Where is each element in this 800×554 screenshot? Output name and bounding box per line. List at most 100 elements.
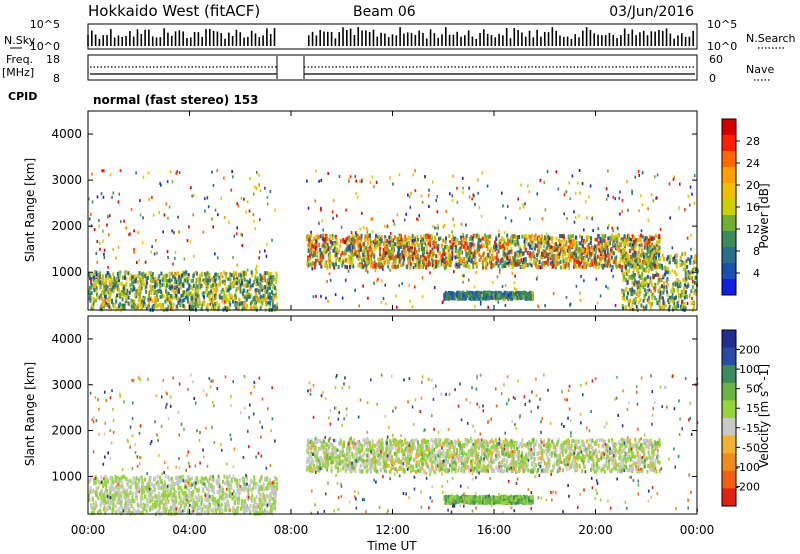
data-cell	[649, 265, 652, 270]
data-cell	[622, 289, 625, 294]
data-cell	[626, 180, 628, 184]
data-cell	[479, 238, 482, 243]
data-cell	[179, 303, 182, 308]
data-cell	[630, 238, 632, 242]
data-cell	[551, 239, 554, 244]
data-cell	[311, 243, 314, 248]
data-cell	[134, 303, 137, 308]
data-cell	[594, 259, 597, 264]
data-cell	[270, 295, 273, 300]
data-cell	[500, 292, 503, 297]
data-cell	[238, 281, 241, 286]
data-cell	[489, 290, 492, 295]
data-cell	[583, 259, 586, 264]
data-cell	[145, 278, 148, 283]
data-cell	[389, 232, 392, 236]
data-cell	[228, 300, 231, 305]
data-cell	[572, 234, 575, 239]
data-cell	[133, 287, 136, 292]
data-cell	[157, 276, 160, 281]
data-cell	[477, 234, 480, 239]
data-cell	[618, 264, 621, 269]
data-cell	[115, 280, 118, 285]
data-cell	[574, 243, 577, 248]
data-cell	[662, 275, 665, 280]
data-cell	[88, 296, 91, 301]
data-cell	[349, 175, 352, 179]
data-cell	[467, 245, 470, 250]
data-cell	[117, 304, 120, 309]
data-cell	[675, 272, 678, 277]
data-cell	[262, 293, 265, 298]
data-cell	[656, 259, 659, 264]
data-cell	[414, 263, 417, 268]
data-cell	[497, 293, 500, 298]
data-cell	[214, 272, 217, 277]
data-cell	[437, 263, 440, 268]
data-cell	[520, 258, 523, 263]
data-cell	[661, 266, 664, 271]
data-cell	[685, 284, 688, 289]
data-cell	[461, 176, 464, 180]
data-cell	[403, 243, 406, 248]
data-cell	[470, 257, 473, 262]
data-cell	[92, 272, 95, 277]
data-cell	[475, 264, 478, 269]
data-cell	[692, 305, 695, 310]
data-cell	[380, 235, 383, 240]
data-cell	[529, 262, 531, 266]
data-cell	[504, 216, 507, 220]
data-cell	[262, 274, 265, 279]
data-cell	[345, 257, 348, 262]
data-cell	[623, 271, 626, 276]
data-cell	[612, 251, 615, 256]
data-cell	[214, 278, 217, 283]
data-cell	[386, 243, 389, 248]
data-cell	[196, 293, 199, 298]
data-cell	[412, 173, 414, 177]
data-cell	[425, 234, 428, 239]
data-cell	[447, 293, 450, 298]
data-cell	[538, 305, 540, 309]
data-cell	[372, 264, 375, 269]
data-cell	[580, 274, 582, 278]
data-cell	[265, 302, 268, 307]
data-cell	[458, 252, 461, 257]
data-cell	[684, 270, 687, 275]
data-cell	[692, 300, 695, 305]
data-cell	[632, 235, 635, 240]
data-cell	[382, 297, 385, 301]
data-cell	[253, 192, 255, 196]
data-cell	[643, 267, 646, 272]
data-cell	[659, 306, 662, 311]
data-cell	[518, 250, 521, 255]
data-cell	[621, 270, 624, 275]
data-cell	[243, 301, 246, 306]
data-cell	[645, 281, 648, 286]
data-cell	[524, 202, 526, 206]
data-cell	[482, 290, 485, 295]
data-cell	[679, 255, 682, 260]
data-cell	[121, 505, 124, 510]
data-cell	[442, 247, 445, 252]
data-cell	[597, 227, 600, 231]
data-cell	[450, 253, 452, 257]
data-cell	[518, 245, 521, 250]
data-cell	[490, 260, 493, 265]
data-cell	[621, 296, 624, 301]
data-cell	[248, 287, 251, 292]
data-cell	[161, 294, 164, 299]
data-cell	[693, 174, 696, 178]
data-cell	[477, 191, 479, 195]
data-cell	[635, 305, 638, 309]
data-cell	[235, 232, 238, 236]
data-cell	[359, 243, 362, 248]
data-cell	[149, 285, 152, 290]
data-cell	[451, 194, 453, 198]
data-cell	[666, 257, 669, 262]
data-cell	[642, 307, 645, 312]
data-cell	[662, 274, 664, 278]
data-cell	[321, 243, 324, 248]
data-cell	[214, 293, 217, 298]
data-cell	[481, 262, 484, 267]
